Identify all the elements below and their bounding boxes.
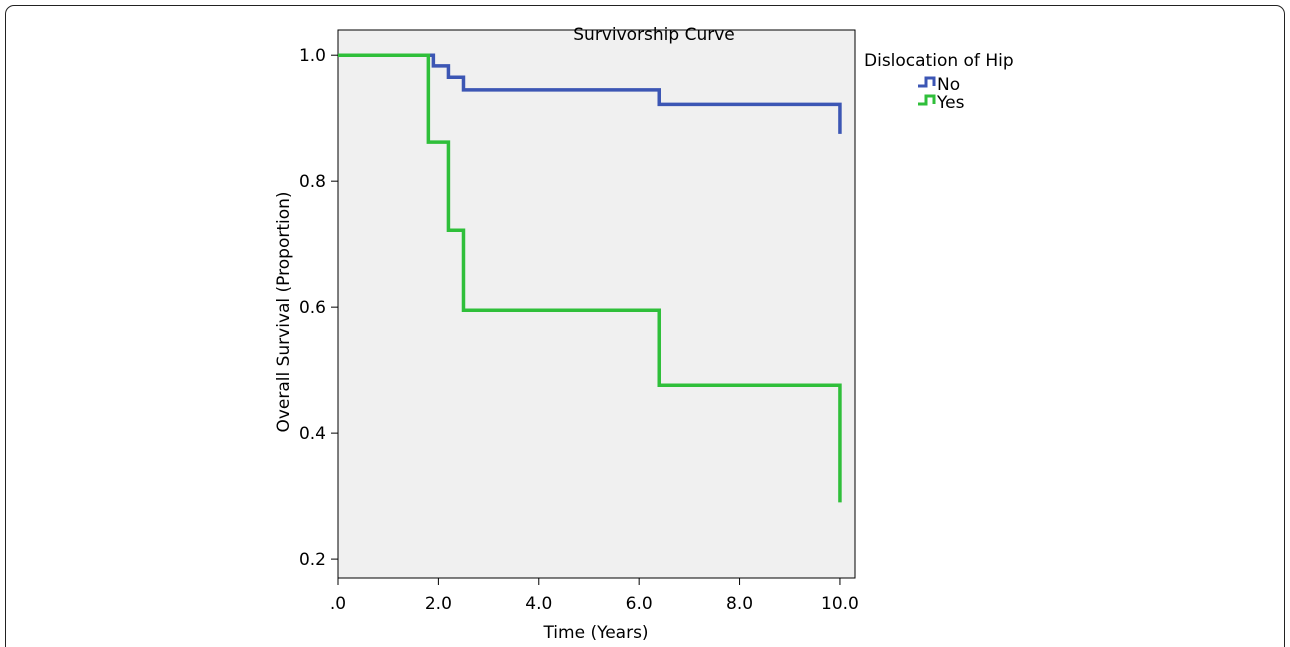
figure-border (5, 5, 1285, 647)
y-axis-ticks: 0.2 0.4 0.6 0.8 1.0 (299, 46, 338, 570)
x-axis-ticks: .0 2.0 4.0 6.0 8.0 10.0 (330, 578, 859, 614)
plot-area (337, 29, 856, 579)
legend-swatch-no (918, 76, 936, 88)
x-tick-label: 2.0 (425, 594, 452, 614)
x-tick-label: .0 (330, 594, 346, 614)
y-axis-label: Overall Survival (Proportion) (274, 191, 294, 432)
legend-label-yes: Yes (936, 93, 965, 113)
x-tick-label: 10.0 (821, 594, 859, 614)
y-tick-label: 0.4 (299, 424, 326, 444)
x-tick-label: 6.0 (626, 594, 653, 614)
legend-label-no: No (937, 75, 960, 95)
series-line-no (338, 53, 842, 134)
chart-title: Survivorship Curve (573, 25, 735, 45)
y-tick-label: 0.2 (299, 550, 326, 570)
series-layer (338, 53, 842, 503)
x-tick-label: 8.0 (726, 594, 753, 614)
y-tick-label: 0.8 (299, 172, 326, 192)
legend-title: Dislocation of Hip (864, 51, 1014, 71)
x-axis-label: Time (Years) (542, 623, 648, 643)
y-tick-label: 0.6 (299, 298, 326, 318)
y-tick-label: 1.0 (299, 46, 326, 66)
x-tick-label: 4.0 (525, 594, 552, 614)
series-line-yes (338, 53, 842, 503)
legend-swatch-yes (918, 94, 936, 106)
